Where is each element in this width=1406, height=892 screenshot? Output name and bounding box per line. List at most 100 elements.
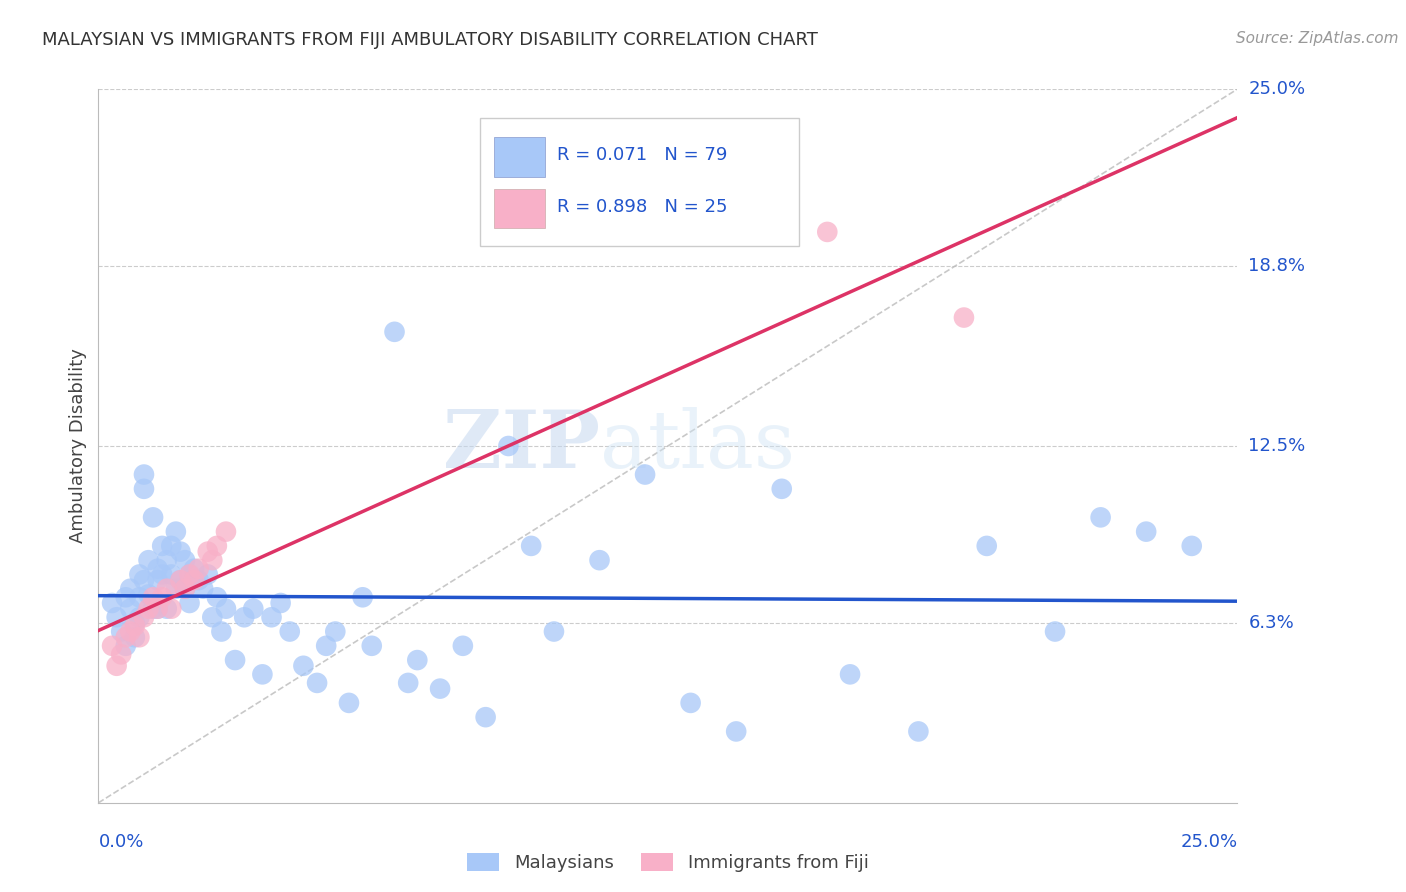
Point [128, 630, 150, 644]
Point [815, 225, 838, 239]
Point [146, 601, 169, 615]
Point [120, 624, 142, 639]
Point [242, 601, 264, 615]
Text: 0.0%: 0.0% [98, 833, 143, 851]
Point [142, 601, 165, 615]
Point [270, 596, 292, 610]
Point [156, 553, 179, 567]
Point [169, 573, 191, 587]
Point [233, 610, 256, 624]
Text: atlas: atlas [599, 407, 794, 485]
Point [174, 582, 197, 596]
Point [252, 667, 274, 681]
Point [138, 553, 160, 567]
Point [187, 573, 209, 587]
Point [101, 596, 124, 610]
Point [197, 544, 219, 558]
Point [187, 562, 209, 576]
Point [315, 639, 337, 653]
Point [907, 724, 929, 739]
Point [120, 601, 142, 615]
Point [474, 710, 496, 724]
Point [634, 467, 657, 482]
Point [215, 601, 238, 615]
Text: R = 0.071   N = 79: R = 0.071 N = 79 [557, 146, 728, 164]
Point [138, 601, 160, 615]
Point [169, 573, 191, 587]
Point [543, 624, 565, 639]
Text: ZIP: ZIP [443, 407, 599, 485]
Point [128, 567, 150, 582]
FancyBboxPatch shape [479, 118, 799, 246]
Point [197, 567, 219, 582]
Point [160, 601, 183, 615]
Point [384, 325, 406, 339]
Text: MALAYSIAN VS IMMIGRANTS FROM FIJI AMBULATORY DISABILITY CORRELATION CHART: MALAYSIAN VS IMMIGRANTS FROM FIJI AMBULA… [42, 31, 818, 49]
Text: R = 0.898   N = 25: R = 0.898 N = 25 [557, 198, 728, 216]
Text: 18.8%: 18.8% [1249, 257, 1305, 275]
Point [150, 567, 173, 582]
Point [205, 539, 228, 553]
Point [114, 591, 136, 605]
Point [520, 539, 543, 553]
FancyBboxPatch shape [494, 137, 546, 177]
Point [1090, 510, 1112, 524]
Point [132, 610, 155, 624]
Point [124, 615, 146, 630]
Point [352, 591, 374, 605]
Legend: Malaysians, Immigrants from Fiji: Malaysians, Immigrants from Fiji [467, 853, 869, 872]
Point [156, 582, 179, 596]
Point [128, 591, 150, 605]
Text: 25.0%: 25.0% [1249, 80, 1306, 98]
Point [307, 676, 329, 690]
Point [588, 553, 610, 567]
Point [114, 639, 136, 653]
Point [160, 567, 183, 582]
Point [292, 658, 315, 673]
Point [105, 610, 128, 624]
Point [156, 601, 179, 615]
Point [150, 591, 173, 605]
Point [839, 667, 862, 681]
Point [150, 539, 173, 553]
Point [1043, 624, 1066, 639]
Point [165, 524, 187, 539]
Text: Source: ZipAtlas.com: Source: ZipAtlas.com [1236, 31, 1399, 46]
Point [360, 639, 382, 653]
Point [406, 653, 429, 667]
Point [193, 582, 215, 596]
Point [201, 610, 224, 624]
Point [179, 567, 201, 582]
Point [110, 624, 132, 639]
Point [114, 630, 136, 644]
Point [132, 467, 155, 482]
Point [132, 573, 155, 587]
Point [124, 619, 146, 633]
Point [120, 582, 142, 596]
Point [174, 553, 197, 567]
Text: 25.0%: 25.0% [1180, 833, 1237, 851]
Point [179, 596, 201, 610]
Point [215, 524, 238, 539]
Point [396, 676, 419, 690]
Point [725, 724, 748, 739]
Point [953, 310, 976, 325]
Point [323, 624, 346, 639]
Point [146, 573, 169, 587]
Point [142, 591, 165, 605]
Point [128, 610, 150, 624]
Point [224, 653, 246, 667]
Point [260, 610, 283, 624]
Point [976, 539, 998, 553]
Point [498, 439, 520, 453]
Point [209, 624, 232, 639]
Point [1135, 524, 1157, 539]
Point [337, 696, 360, 710]
Point [160, 539, 183, 553]
Point [138, 587, 160, 601]
Point [165, 582, 187, 596]
FancyBboxPatch shape [494, 189, 546, 228]
Point [183, 573, 205, 587]
Point [146, 562, 169, 576]
Point [183, 562, 205, 576]
